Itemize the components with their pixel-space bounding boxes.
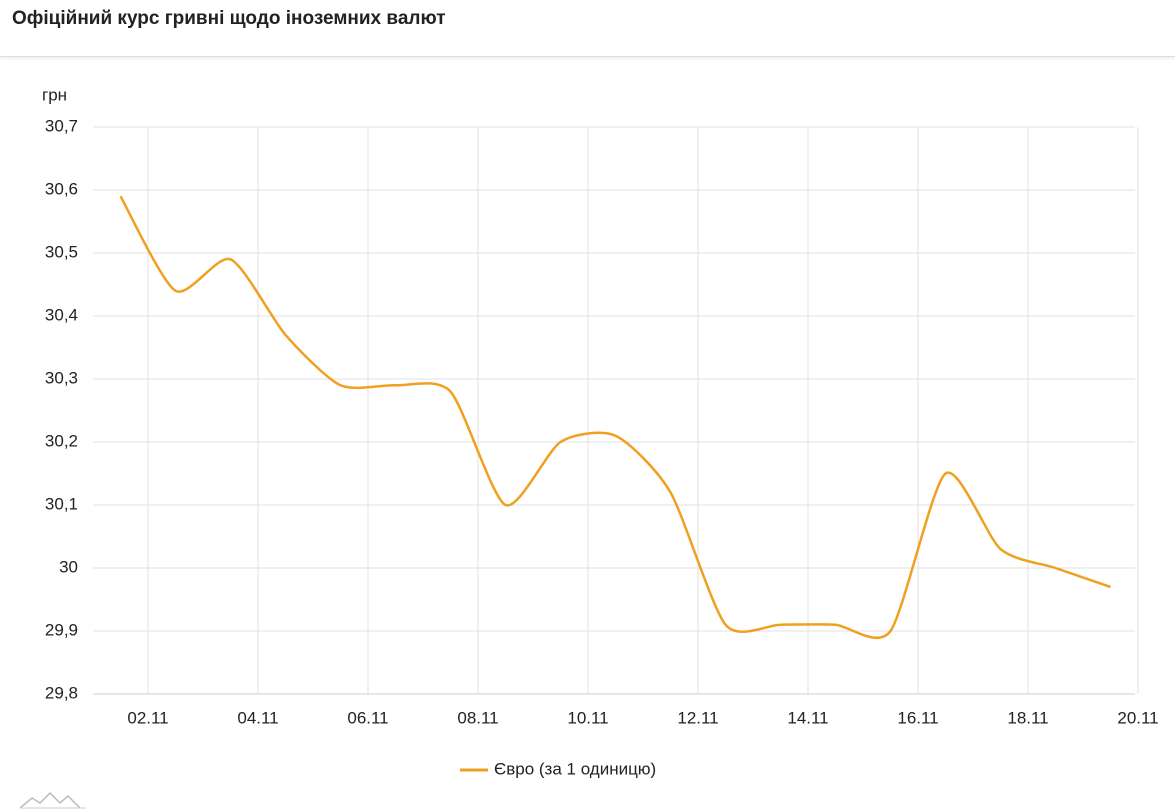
series-line [119, 195, 1111, 639]
y-tick-label: 30,2 [45, 431, 78, 450]
x-tick-label: 12.11 [677, 708, 718, 727]
y-axis-label: грн [42, 85, 67, 104]
y-tick-label: 30,4 [45, 305, 78, 324]
x-tick-label: 18.11 [1007, 708, 1048, 727]
x-tick-label: 06.11 [347, 708, 388, 727]
y-tick-label: 30,6 [45, 179, 78, 198]
x-tick-label: 20.11 [1117, 708, 1158, 727]
y-tick-label: 30,1 [45, 494, 78, 513]
y-tick-label: 30,3 [45, 368, 78, 387]
x-tick-label: 14.11 [787, 708, 828, 727]
x-tick-label: 02.11 [127, 708, 168, 727]
chart-title: Офіційний курс гривні щодо іноземних вал… [12, 8, 446, 29]
y-tick-label: 29,9 [45, 620, 78, 639]
logo [19, 791, 81, 809]
x-tick-label: 16.11 [897, 708, 938, 727]
y-tick-label: 30 [59, 557, 78, 576]
y-tick-label: 30,7 [45, 116, 78, 135]
x-tick-label: 04.11 [237, 708, 278, 727]
x-tick-label: 10.11 [567, 708, 608, 727]
x-tick-label: 08.11 [457, 708, 498, 727]
legend-label: Євро (за 1 одиницю) [494, 759, 656, 778]
y-tick-label: 30,5 [45, 242, 78, 261]
header: Офіційний курс гривні щодо іноземних вал… [0, 0, 1175, 57]
y-tick-label: 29,8 [45, 683, 78, 702]
